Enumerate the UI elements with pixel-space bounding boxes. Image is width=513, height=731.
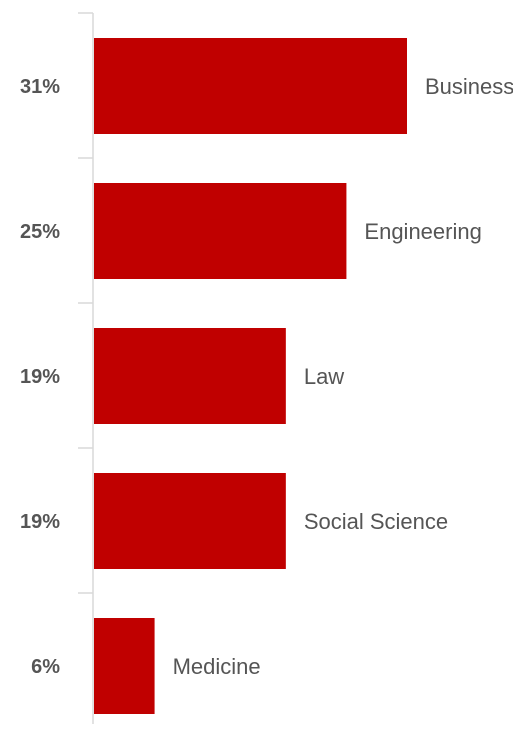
- category-labels-group: Business Engineering Law Social Science Medi…: [173, 74, 513, 679]
- category-label: Engineering: [364, 219, 481, 244]
- bars-group: [94, 38, 407, 714]
- bar-business: [94, 38, 407, 134]
- axis-ticks: [78, 12, 93, 594]
- value-label: 31%: [20, 76, 60, 98]
- value-label: 6%: [31, 656, 60, 678]
- value-label: 19%: [20, 511, 60, 533]
- bar-law: [94, 328, 286, 424]
- category-label: Social Science: [304, 509, 448, 534]
- category-label: Business: [425, 74, 513, 99]
- bar-engineering: [94, 183, 347, 279]
- value-label: 19%: [20, 366, 60, 388]
- bar-medicine: [94, 618, 155, 714]
- category-label: Medicine: [173, 654, 261, 679]
- bar-social-science: [94, 473, 286, 569]
- category-label: Law: [304, 364, 344, 389]
- value-labels-group: 31% 25% 19% 19% 6%: [20, 76, 60, 678]
- value-label: 25%: [20, 221, 60, 243]
